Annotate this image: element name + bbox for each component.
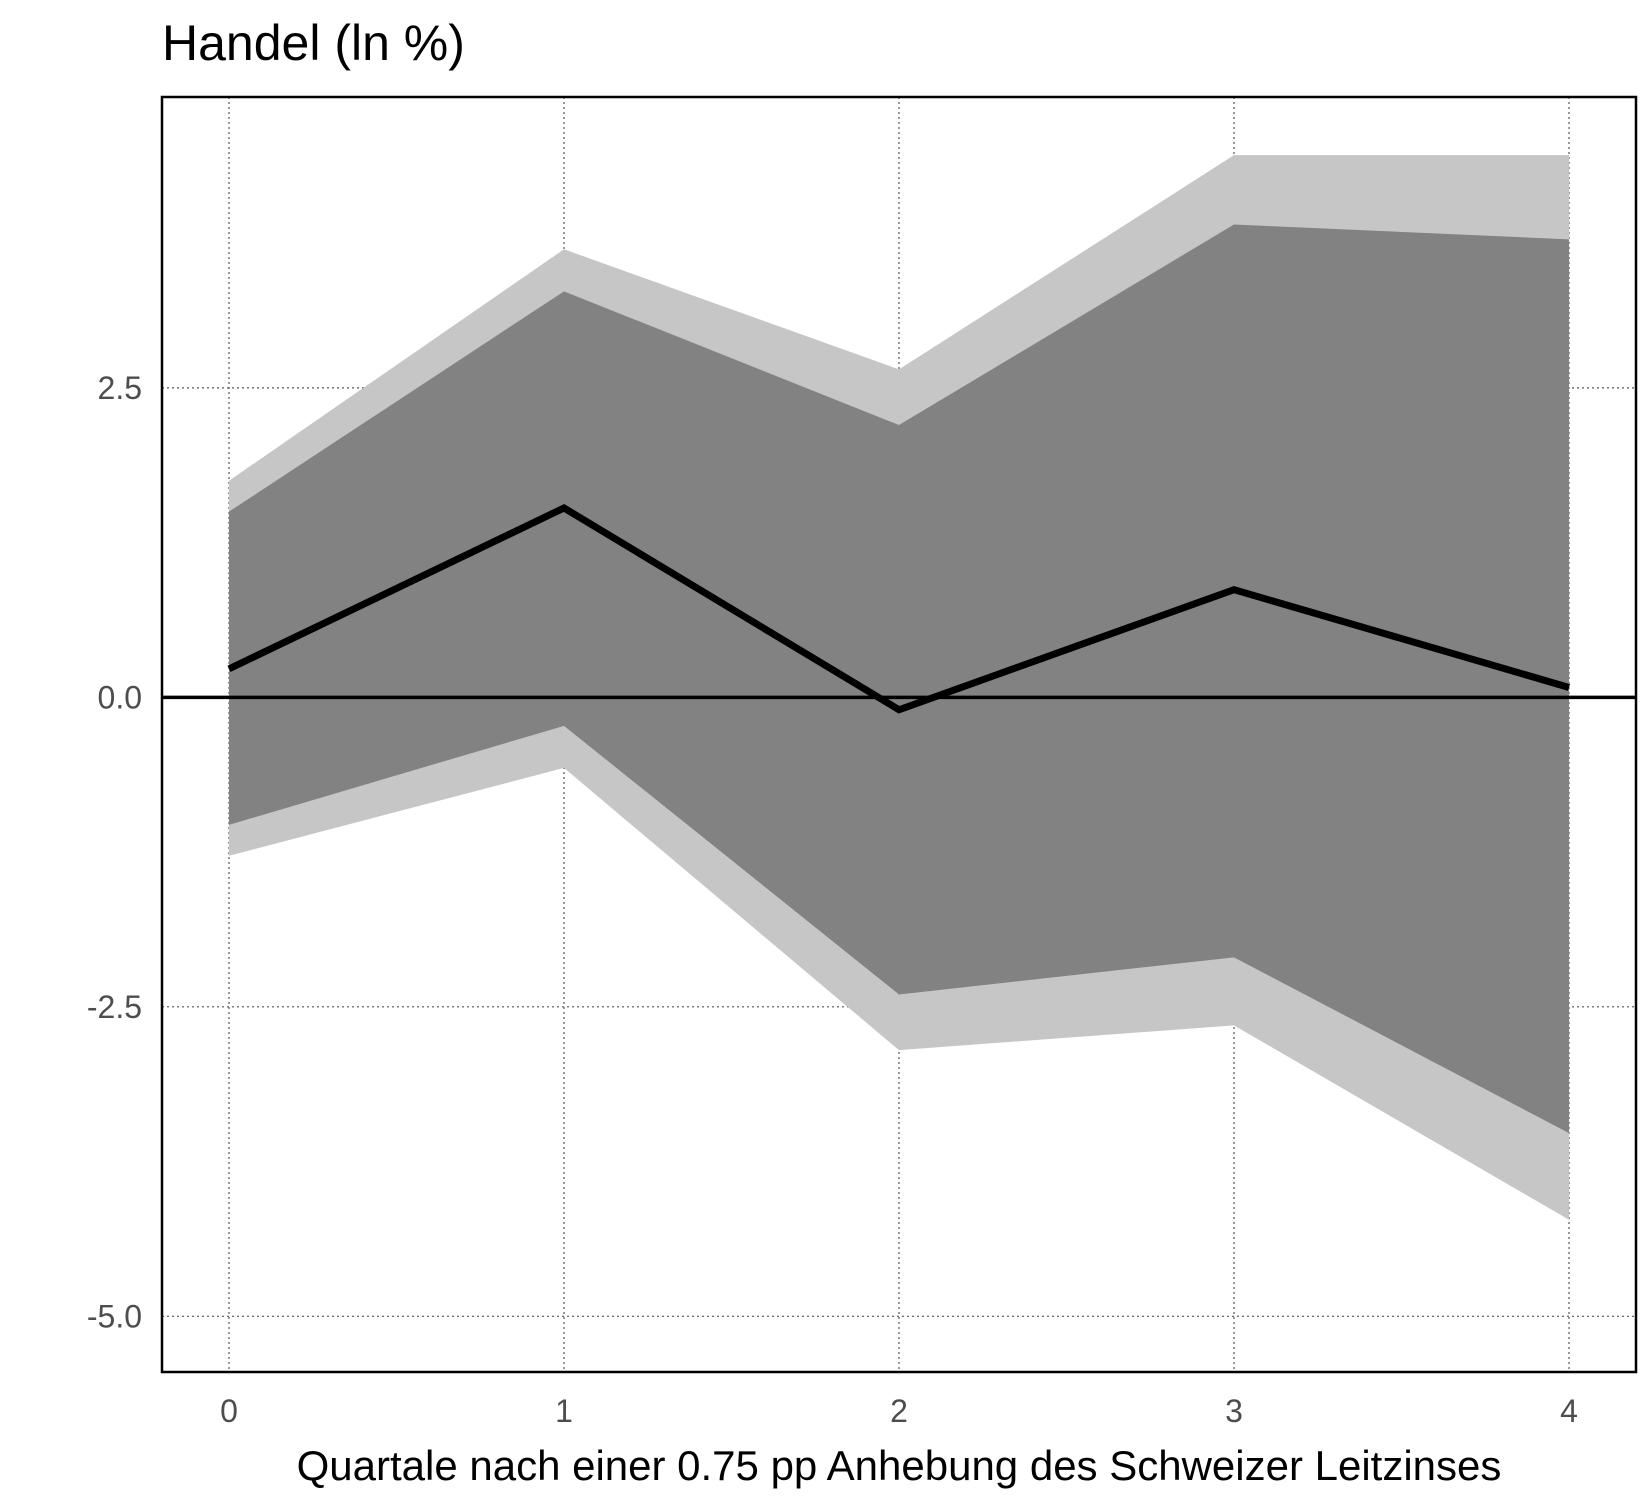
x-tick-label: 0 — [220, 1393, 238, 1429]
inner-band — [229, 224, 1569, 1134]
x-tick-label: 2 — [890, 1393, 908, 1429]
estimate-lines — [162, 503, 1636, 714]
point-estimate-line — [227, 503, 1570, 714]
y-tick-label: 2.5 — [98, 370, 142, 406]
x-tick-label: 4 — [1560, 1393, 1578, 1429]
y-tick-label: 0.0 — [98, 679, 142, 715]
x-axis-title: Quartale nach einer 0.75 pp Anhebung des… — [297, 1442, 1502, 1489]
x-tick-label: 1 — [555, 1393, 573, 1429]
y-tick-label: -2.5 — [87, 989, 142, 1025]
chart-title: Handel (ln %) — [162, 15, 465, 71]
x-tick-label: 3 — [1225, 1393, 1243, 1429]
tick-labels: 0 1 2 3 4 2.5 0.0 -2.5 -5.0 — [87, 370, 1578, 1429]
confidence-bands — [229, 155, 1569, 1220]
y-tick-label: -5.0 — [87, 1298, 142, 1334]
plot-frame — [160, 95, 1638, 1374]
